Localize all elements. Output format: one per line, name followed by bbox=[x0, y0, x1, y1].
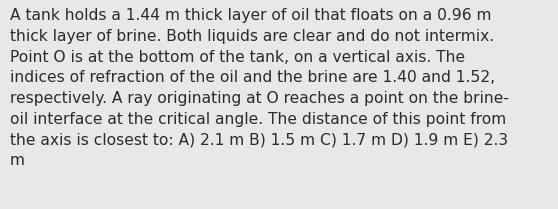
Text: A tank holds a 1.44 m thick layer of oil that floats on a 0.96 m
thick layer of : A tank holds a 1.44 m thick layer of oil… bbox=[10, 8, 509, 168]
